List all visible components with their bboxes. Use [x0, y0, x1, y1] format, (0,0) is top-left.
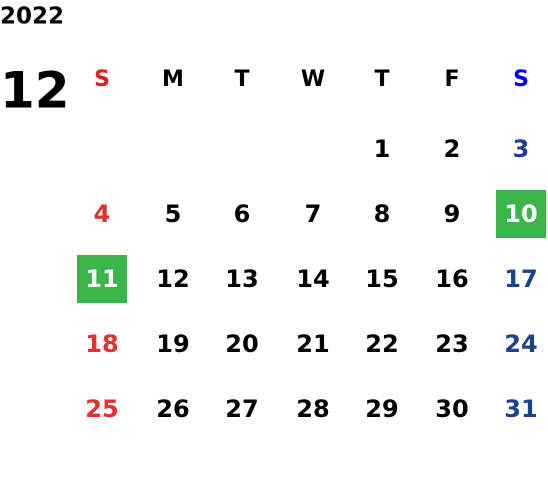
date: 24 — [504, 330, 537, 358]
weekday-label: S — [513, 67, 529, 92]
date: 16 — [435, 265, 468, 293]
date: 25 — [85, 395, 118, 423]
date: 21 — [296, 330, 329, 358]
date: 14 — [296, 265, 329, 293]
date: 20 — [225, 330, 258, 358]
weekday-label: T — [234, 67, 249, 92]
date: 26 — [156, 395, 189, 423]
date: 1 — [374, 135, 391, 163]
date: 2 — [444, 135, 461, 163]
date: 8 — [374, 200, 391, 228]
date: 31 — [504, 395, 537, 423]
date: 29 — [365, 395, 398, 423]
date: 9 — [444, 200, 461, 228]
date: 5 — [165, 200, 182, 228]
date: 15 — [365, 265, 398, 293]
date: 28 — [296, 395, 329, 423]
date: 3 — [513, 135, 530, 163]
date: 22 — [365, 330, 398, 358]
date: 4 — [94, 200, 111, 228]
date: 10 — [504, 200, 537, 228]
date: 18 — [85, 330, 118, 358]
date: 11 — [85, 265, 118, 293]
weekday-label: T — [374, 67, 389, 92]
date: 13 — [225, 265, 258, 293]
highlight-box — [496, 190, 546, 238]
date: 7 — [305, 200, 322, 228]
year: 2022 — [0, 4, 64, 30]
date: 17 — [504, 265, 537, 293]
date: 23 — [435, 330, 468, 358]
date: 30 — [435, 395, 468, 423]
month: 12 — [0, 62, 70, 120]
highlight-box — [77, 255, 127, 303]
weekday-label: S — [94, 67, 110, 92]
weekday-label: W — [301, 67, 325, 92]
weekday-label: F — [444, 67, 459, 92]
date: 27 — [225, 395, 258, 423]
date: 6 — [234, 200, 251, 228]
weekday-label: M — [162, 67, 184, 92]
date: 19 — [156, 330, 189, 358]
date: 12 — [156, 265, 189, 293]
